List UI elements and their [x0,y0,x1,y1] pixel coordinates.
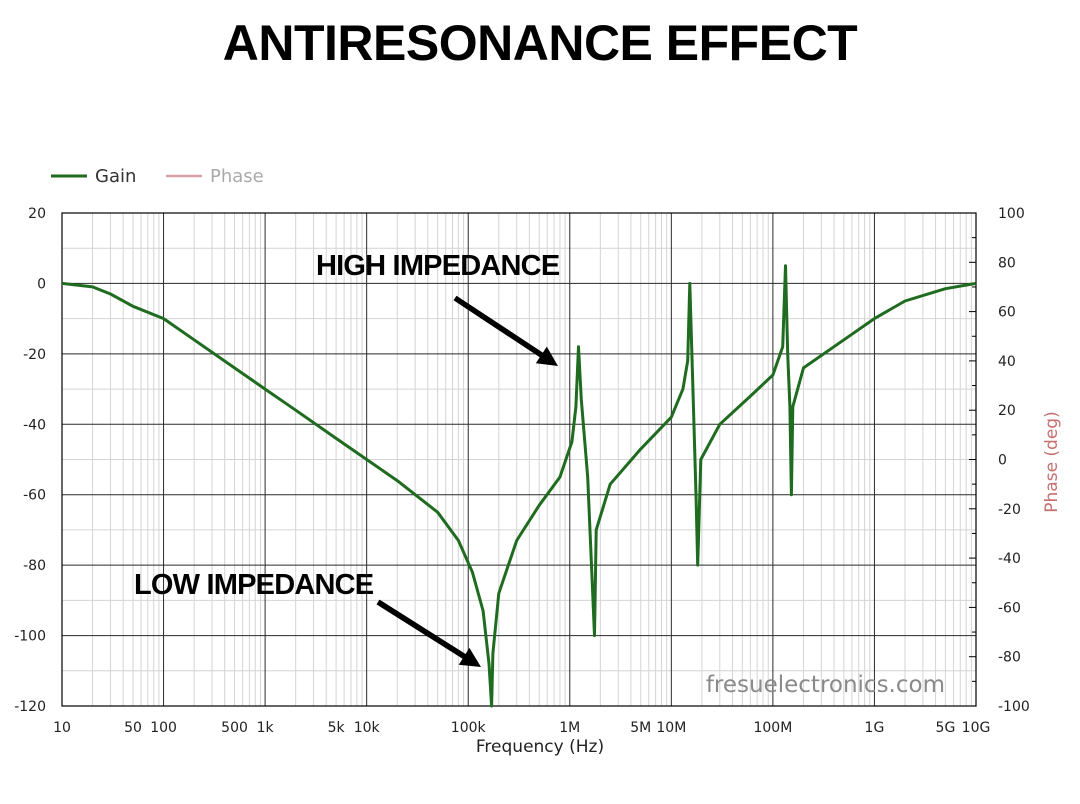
x-tick-label: 1k [257,720,275,736]
arrow-low-impedance [376,599,481,667]
annotation-low-impedance: LOW IMPEDANCE [134,569,374,601]
y2-tick-label: 60 [998,305,1016,321]
y2-tick-labels: 100 80 60 40 20 0 -20 -40 -60 -80 -100 [998,206,1030,715]
y-tick-label: -40 [23,417,46,433]
x-tick-label: 10 [53,720,71,736]
arrow-high-impedance [453,295,558,366]
y-tick-labels: 20 0 -20 -40 -60 -80 -100 -120 [14,206,46,715]
x-tick-label: 100 [150,720,177,736]
y-tick-label: 0 [37,276,46,292]
y2-tick-label: 20 [998,403,1016,419]
y-tick-label: -100 [14,629,46,645]
x-tick-label: 5G [936,720,956,736]
legend-gain-label: Gain [95,166,136,187]
page-title: ANTIRESONANCE EFFECT [222,15,858,71]
x-tick-label: 10G [962,720,991,736]
y-tick-label: 20 [28,206,46,222]
grid-minor [62,213,976,706]
x-tick-label: 1M [559,720,580,736]
legend-phase-label: Phase [210,166,264,187]
right-tick-marks [969,212,976,707]
series-line-gain [61,264,977,708]
x-tick-label: 10M [656,720,686,736]
x-tick-label: 500 [221,720,248,736]
y2-tick-label: -40 [998,551,1021,567]
x-tick-label: 10k [354,720,381,736]
y-tick-label: -120 [14,699,46,715]
x-tick-label: 5k [328,720,346,736]
x-tick-label: 100k [451,720,487,736]
x-tick-label: 5M [630,720,651,736]
y2-tick-label: 0 [998,453,1007,469]
legend: Gain Phase [51,166,264,187]
x-tick-labels: 10 50 100 500 1k 5k 10k 100k 1M 5M 10M 100M 1G 5G 10G [53,720,990,736]
y-tick-label: -20 [23,347,46,363]
annotation-high-impedance: HIGH IMPEDANCE [316,250,560,282]
series-layer [61,264,977,708]
x-tick-label: 1G [865,720,885,736]
y-tick-label: -80 [23,558,46,574]
y2-axis-title: Phase (deg) [1042,411,1062,512]
y2-tick-label: 100 [998,206,1025,222]
x-tick-label: 100M [753,720,792,736]
y2-tick-label: -100 [998,699,1030,715]
y2-tick-label: -80 [998,650,1021,666]
x-axis-title: Frequency (Hz) [476,737,604,757]
y-tick-label: -60 [23,488,46,504]
x-tick-label: 50 [124,720,142,736]
y2-tick-label: -60 [998,600,1021,616]
y2-tick-label: 40 [998,354,1016,370]
watermark: fresuelectronics.com [706,672,945,698]
y2-tick-label: -20 [998,502,1021,518]
y2-tick-label: 80 [998,255,1016,271]
